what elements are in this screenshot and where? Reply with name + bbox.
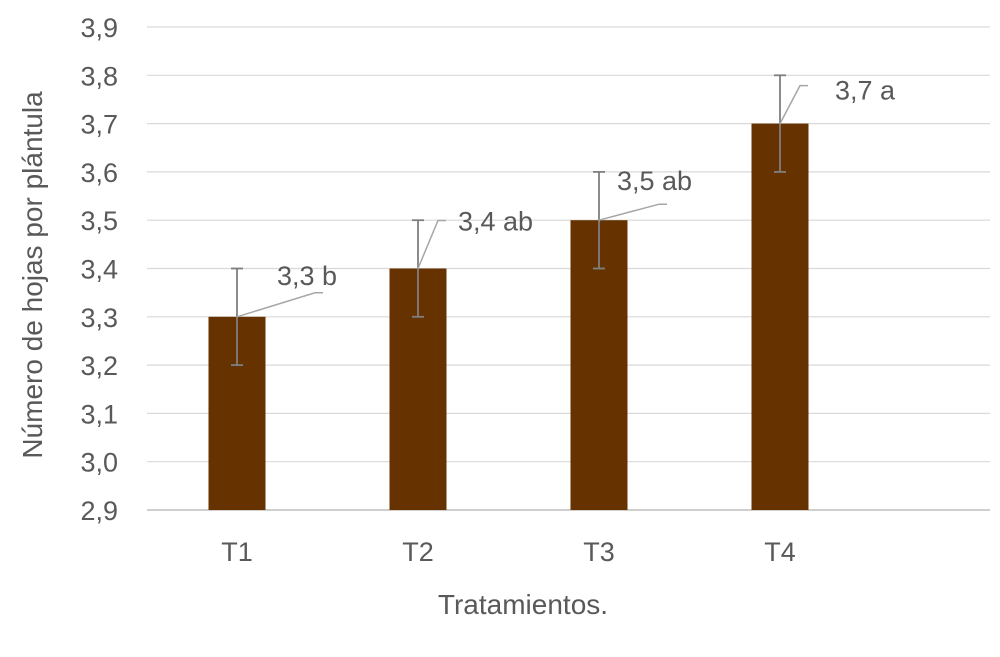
y-tick-label: 3,7 <box>80 110 118 140</box>
y-tick-label: 3,9 <box>80 13 118 43</box>
data-labels: 3,3 b 3,4 ab 3,5 ab 3,7 a <box>277 76 896 291</box>
data-label: 3,7 a <box>835 76 896 106</box>
leader-line <box>598 203 667 221</box>
x-tick-label: T2 <box>402 537 434 567</box>
y-tick-label: 3,6 <box>80 158 118 188</box>
bar-t4 <box>751 123 809 510</box>
leader-line <box>417 219 446 269</box>
y-tick-label: 3,3 <box>80 303 118 333</box>
y-tick-label: 3,4 <box>80 255 118 285</box>
data-label: 3,3 b <box>277 261 337 291</box>
x-axis-ticks: T1 T2 T3 T4 <box>221 537 796 567</box>
y-tick-label: 3,8 <box>80 61 118 91</box>
x-axis-title: Tratamientos. <box>438 589 608 620</box>
label-leader-lines <box>236 84 808 318</box>
y-tick-label: 3,1 <box>80 399 118 429</box>
gridlines <box>147 26 990 511</box>
bars <box>208 123 809 510</box>
leader-line <box>779 84 808 124</box>
x-tick-label: T3 <box>583 537 615 567</box>
x-tick-label: T4 <box>764 537 796 567</box>
y-tick-label: 3,0 <box>80 448 118 478</box>
data-label: 3,5 ab <box>617 166 692 196</box>
y-axis-ticks: 2,9 3,0 3,1 3,2 3,3 3,4 3,5 3,6 3,7 3,8 3,9 <box>80 13 118 526</box>
leader-line <box>236 292 323 318</box>
x-tick-label: T1 <box>221 537 253 567</box>
y-tick-label: 3,2 <box>80 351 118 381</box>
y-tick-label: 2,9 <box>80 496 118 526</box>
data-label: 3,4 ab <box>458 207 533 237</box>
y-axis-title: Número de hojas por plántula <box>17 91 48 459</box>
y-tick-label: 3,5 <box>80 206 118 236</box>
